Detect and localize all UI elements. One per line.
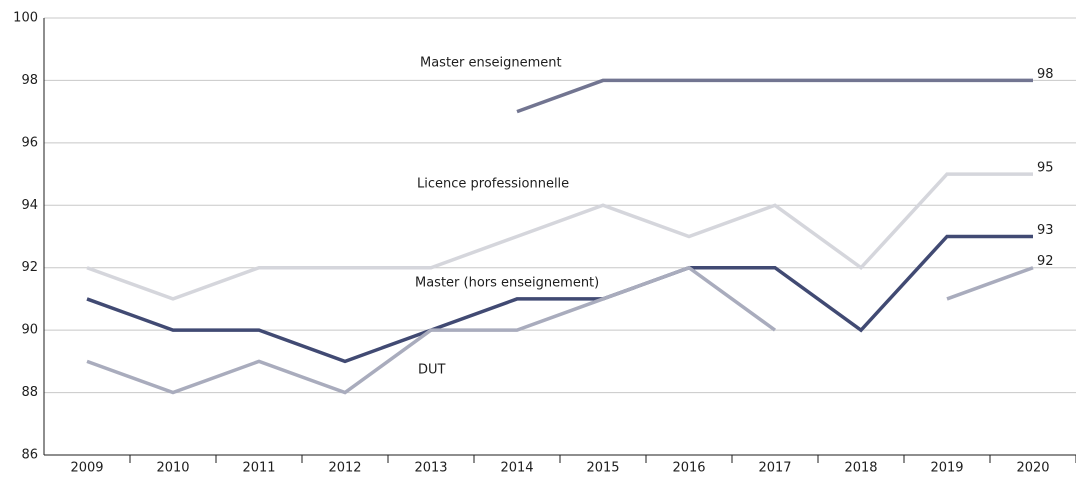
series-line <box>516 78 1033 114</box>
x-tick-label: 2015 <box>586 461 619 476</box>
x-tick-label: 2009 <box>70 461 103 476</box>
y-tick-label: 100 <box>13 11 38 26</box>
series-name: Licence professionnelle <box>417 177 569 192</box>
y-tick-label: 90 <box>21 323 38 338</box>
x-tick-label: 2017 <box>758 461 791 476</box>
x-tick-label: 2010 <box>156 461 189 476</box>
y-tick-label: 94 <box>21 198 38 213</box>
data-label: 92 <box>1037 254 1054 269</box>
data-label: 95 <box>1037 161 1054 176</box>
series-name: Master enseignement <box>420 56 562 71</box>
y-tick-label: 92 <box>21 260 38 275</box>
y-tick-label: 98 <box>21 73 38 88</box>
x-tick-label: 2014 <box>500 461 533 476</box>
x-tick-label: 2016 <box>672 461 705 476</box>
series-line <box>86 265 1034 395</box>
x-tick-label: 2012 <box>328 461 361 476</box>
y-tick-label: 88 <box>21 385 38 400</box>
x-tick-label: 2011 <box>242 461 275 476</box>
data-label: 98 <box>1037 67 1054 82</box>
x-tick-label: 2018 <box>844 461 877 476</box>
y-tick-label: 86 <box>21 448 38 463</box>
x-tick-label: 2020 <box>1016 461 1049 476</box>
series-name: Master (hors enseignement) <box>415 276 599 291</box>
series-name: DUT <box>418 363 446 378</box>
series-line <box>86 234 1033 364</box>
series-line <box>86 172 1033 301</box>
data-label: 93 <box>1037 223 1054 238</box>
y-tick-label: 96 <box>21 135 38 150</box>
x-tick-label: 2013 <box>414 461 447 476</box>
x-tick-label: 2019 <box>930 461 963 476</box>
